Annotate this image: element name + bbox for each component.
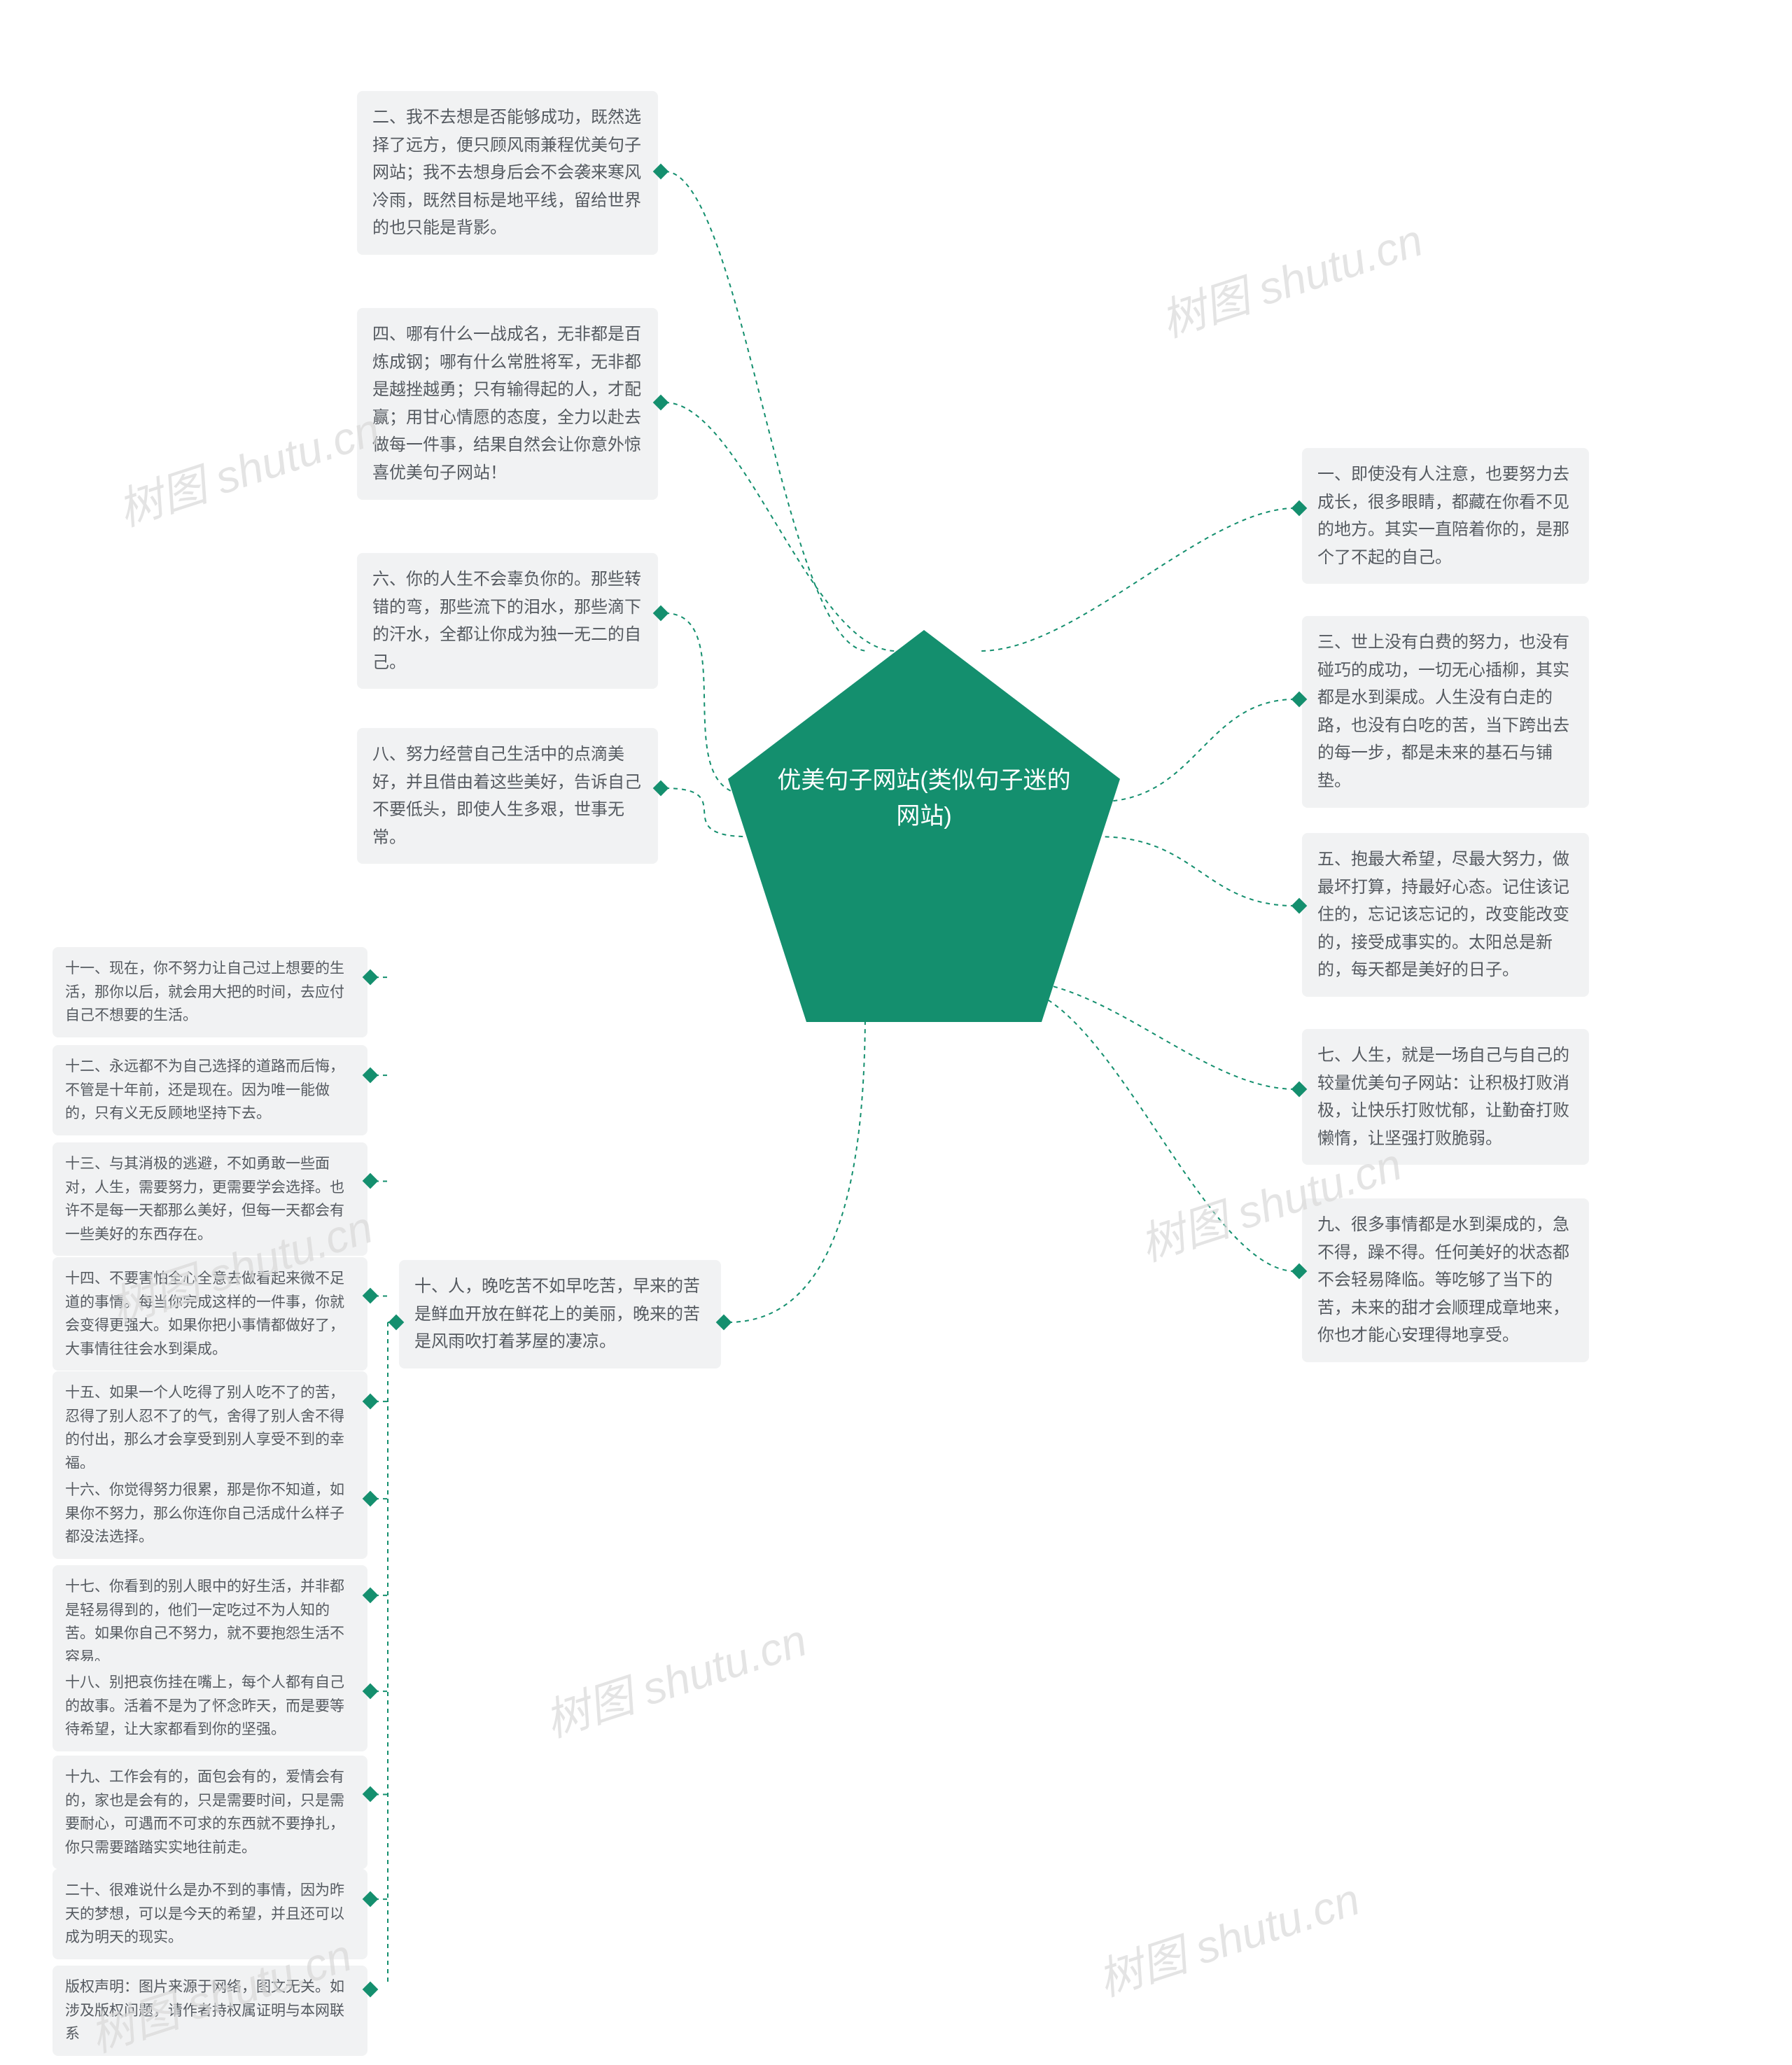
leaf-node: 十一、现在，你不努力让自己过上想要的生活，那你以后，就会用大把的时间，去应付自己… [52, 947, 368, 1037]
watermark: 树图 shutu.cn [108, 393, 386, 538]
leaf-node: 六、你的人生不会辜负你的。那些转错的弯，那些流下的泪水，那些滴下的汗水，全都让你… [357, 553, 658, 689]
leaf-node: 九、很多事情都是水到渠成的，急不得，躁不得。任何美好的状态都不会轻易降临。等吃够… [1302, 1198, 1589, 1362]
mindmap-canvas: 优美句子网站(类似句子迷的网站) 二、我不去想是否能够成功，既然选择了远方，便只… [0, 0, 1792, 1984]
watermark: 树图 shutu.cn [536, 1604, 813, 1749]
leaf-node: 二十、很难说什么是办不到的事情，因为昨天的梦想，可以是今天的希望，并且还可以成为… [52, 1869, 368, 1959]
leaf-node: 七、人生，就是一场自己与自己的较量优美句子网站：让积极打败消极，让快乐打败忧郁，… [1302, 1029, 1589, 1165]
leaf-node: 十九、工作会有的，面包会有的，爱情会有的，家也是会有的，只是需要时间，只是需要耐… [52, 1756, 368, 1869]
leaf-node: 版权声明：图片来源于网络，图文无关。如涉及版权问题，请作者持权属证明与本网联系 [52, 1966, 368, 2056]
leaf-node: 八、努力经营自己生活中的点滴美好，并且借由着这些美好，告诉自己不要低头，即使人生… [357, 728, 658, 864]
watermark: 树图 shutu.cn [1152, 204, 1429, 349]
leaf-node: 三、世上没有白费的努力，也没有碰巧的成功，一切无心插柳，其实都是水到渠成。人生没… [1302, 616, 1589, 808]
leaf-node: 二、我不去想是否能够成功，既然选择了远方，便只顾风雨兼程优美句子网站；我不去想身… [357, 91, 658, 255]
watermark: 树图 shutu.cn [1088, 1863, 1366, 2008]
leaf-node: 十三、与其消极的逃避，不如勇敢一些面对，人生，需要努力，更需要学会选择。也许不是… [52, 1142, 368, 1256]
leaf-node: 五、抱最大希望，尽最大努力，做最坏打算，持最好心态。记住该记住的，忘记该忘记的，… [1302, 833, 1589, 997]
leaf-node: 十四、不要害怕全心全意去做看起来微不足道的事情。每当你完成这样的一件事，你就会变… [52, 1257, 368, 1371]
leaf-node: 十六、你觉得努力很累，那是你不知道，如果你不努力，那么你连你自己活成什么样子都没… [52, 1469, 368, 1559]
center-label: 优美句子网站(类似句子迷的网站) [767, 763, 1081, 834]
leaf-node: 十二、永远都不为自己选择的道路而后悔，不管是十年前，还是现在。因为唯一能做的，只… [52, 1045, 368, 1135]
leaf-node: 十、人，晚吃苦不如早吃苦，早来的苦是鲜血开放在鲜花上的美丽，晚来的苦是风雨吹打着… [399, 1260, 721, 1368]
center-node: 优美句子网站(类似句子迷的网站) [728, 630, 1120, 1022]
leaf-node: 四、哪有什么一战成名，无非都是百炼成钢；哪有什么常胜将军，无非都是越挫越勇；只有… [357, 308, 658, 500]
leaf-node: 十八、别把哀伤挂在嘴上，每个人都有自己的故事。活着不是为了怀念昨天，而是要等待希… [52, 1661, 368, 1751]
leaf-node: 一、即使没有人注意，也要努力去成长，很多眼睛，都藏在你看不见的地方。其实一直陪着… [1302, 448, 1589, 584]
